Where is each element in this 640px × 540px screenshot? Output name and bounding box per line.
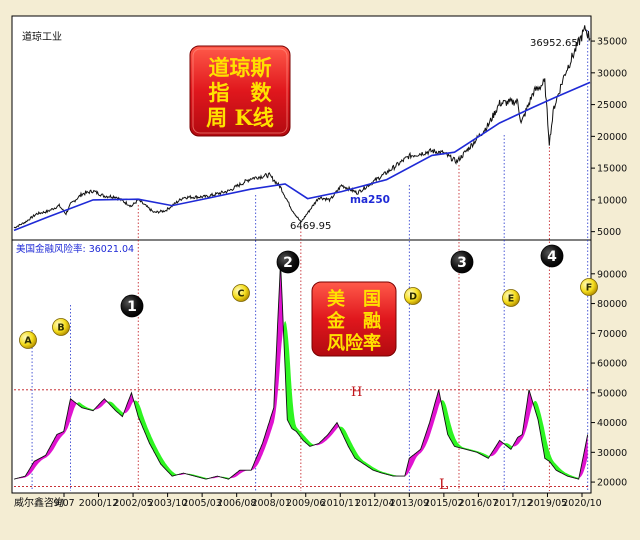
top-ytick-label-2: 15000 <box>597 164 627 175</box>
badge-f: F <box>580 278 598 296</box>
xtick-label-12: 2016/07 <box>459 498 498 509</box>
svg-text:3: 3 <box>457 255 467 271</box>
x-axis-ticks: 9/07 2000/122002/052003/102005/032006/082… <box>53 493 602 509</box>
low-value-label: 6469.95 <box>290 221 331 232</box>
bottom-ytick-label-3: 50000 <box>597 388 627 399</box>
top-ytick-label-4: 25000 <box>597 100 627 111</box>
box1-line3: 周 K线 <box>206 105 274 130</box>
risk-area-segment-13 <box>339 426 403 477</box>
badge-d: D <box>404 287 422 305</box>
series-lines <box>13 25 591 480</box>
top-ytick-label-6: 35000 <box>597 37 627 48</box>
badge-3: 3 <box>450 250 474 274</box>
xtick-label-0: 9/07 <box>53 498 74 509</box>
risk-area-segment-19 <box>533 400 580 480</box>
risk-area-segment-16 <box>490 440 505 457</box>
svg-text:E: E <box>508 294 515 305</box>
risk-area-segment-3 <box>108 401 125 417</box>
bottom-ytick-label-0: 20000 <box>597 478 627 489</box>
top-panel-title: 道琼工业 <box>22 30 62 43</box>
bottom-ytick-label-2: 40000 <box>597 418 627 429</box>
box2-line3: 风险率 <box>327 332 381 354</box>
xtick-label-1: 2000/12 <box>79 498 118 509</box>
top-ytick-label-1: 10000 <box>597 195 627 206</box>
risk-area-segment-11 <box>283 321 316 447</box>
svg-text:F: F <box>586 283 593 294</box>
box1-line2: 指 数 <box>209 80 273 105</box>
risk-area-segment-10 <box>230 261 284 479</box>
badge-c: C <box>232 284 250 302</box>
risk-area-segment-12 <box>315 422 340 446</box>
h-level-label: H <box>351 385 362 400</box>
xtick-label-6: 2008/01 <box>251 498 290 509</box>
bottom-panel-title: 美国金融风险率: 36021.04 <box>16 243 134 255</box>
risk-area-segment-15 <box>441 400 491 459</box>
svg-text:1: 1 <box>127 299 137 315</box>
xtick-label-10: 2013/09 <box>390 498 429 509</box>
xtick-label-13: 2017/12 <box>493 498 532 509</box>
risk-area-segment-1 <box>77 402 95 411</box>
bottom-ytick-label-6: 80000 <box>597 299 627 310</box>
svg-text:B: B <box>57 323 64 334</box>
ma250-line <box>13 81 591 232</box>
risk-area-segment-7 <box>187 473 210 480</box>
risk-area-segment-17 <box>504 443 513 450</box>
top-ytick-label-3: 20000 <box>597 132 627 143</box>
badge-2: 2 <box>276 250 300 274</box>
xtick-label-4: 2005/03 <box>182 498 221 509</box>
xtick-label-2: 2002/05 <box>113 498 152 509</box>
box2-line1: 美 国 <box>327 288 381 310</box>
xtick-label-15: 2020/10 <box>562 498 601 509</box>
bottom-ytick-label-1: 30000 <box>597 448 627 459</box>
svg-text:4: 4 <box>547 249 557 265</box>
ma250-label: ma250 <box>350 194 390 206</box>
box2-line2: 金 融 <box>326 310 381 332</box>
top-panel-frame <box>11 15 592 241</box>
xtick-label-3: 2003/10 <box>148 498 187 509</box>
box1-line1: 道琼斯 <box>209 55 272 80</box>
risk-area-segment-5 <box>134 400 178 477</box>
risk-area-segment-18 <box>512 389 534 447</box>
badge-e: E <box>502 289 520 307</box>
bottom-ytick-label-5: 70000 <box>597 329 627 340</box>
bottom-ytick-label-4: 60000 <box>597 359 627 370</box>
bottom-ytick-label-7: 90000 <box>597 269 627 280</box>
source-label: 威尔鑫咨询 <box>14 496 64 509</box>
top-ytick-label-5: 30000 <box>597 68 627 79</box>
risk-rate-line <box>13 261 589 480</box>
svg-text:A: A <box>24 336 32 347</box>
xtick-label-8: 2010/11 <box>321 498 360 509</box>
badge-a: A <box>19 331 37 349</box>
xtick-label-11: 2015/02 <box>424 498 463 509</box>
peak-value-label: 36952.65 <box>530 38 578 49</box>
xtick-label-5: 2006/08 <box>217 498 256 509</box>
risk-area-segment-14 <box>402 389 442 477</box>
l-level-label: L <box>439 477 448 493</box>
risk-area-fills <box>14 261 588 480</box>
risk-area-segment-0 <box>14 398 78 480</box>
badge-b: B <box>52 318 70 336</box>
y-axis-ticks: 5000 10000 15000 20000 25000 30000 35000 20000 3… <box>591 37 627 489</box>
horizontal-guide-lines <box>14 389 590 487</box>
badge-4: 4 <box>540 244 564 268</box>
risk-area-segment-2 <box>94 398 109 410</box>
xtick-label-14: 2019/05 <box>528 498 567 509</box>
svg-text:2: 2 <box>283 255 293 271</box>
xtick-label-7: 2009/06 <box>286 498 325 509</box>
dow-price-line <box>13 25 591 229</box>
top-ytick-label-0: 5000 <box>597 227 621 238</box>
svg-text:D: D <box>409 292 417 303</box>
dow-jones-title-box: 道琼斯 指 数 周 K线 <box>189 45 291 137</box>
xtick-label-9: 2012/04 <box>355 498 394 509</box>
risk-area-segment-4 <box>124 392 135 414</box>
risk-rate-title-box: 美 国 金 融 风险率 <box>311 281 397 357</box>
badge-1: 1 <box>120 294 144 318</box>
svg-text:C: C <box>238 289 245 300</box>
